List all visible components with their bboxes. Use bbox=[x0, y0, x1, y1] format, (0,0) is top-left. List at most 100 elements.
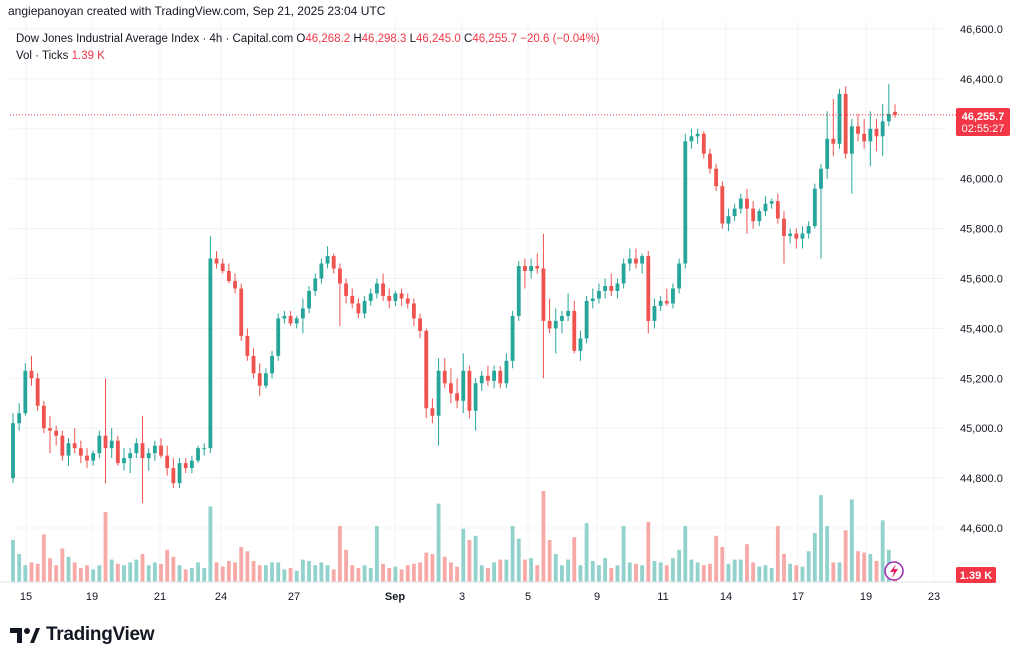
candle-body bbox=[29, 370, 34, 379]
bar-countdown: 02:55:27 bbox=[962, 123, 1005, 135]
volume-bar bbox=[695, 562, 700, 582]
candle-body bbox=[374, 283, 379, 294]
candle-body bbox=[572, 310, 577, 351]
volume-bar bbox=[683, 526, 688, 582]
candle-body bbox=[664, 300, 669, 304]
volume-bar bbox=[11, 540, 15, 582]
volume-bar bbox=[843, 530, 848, 582]
candle-body bbox=[220, 263, 225, 272]
volume-legend: Vol · Ticks 1.39 K bbox=[16, 50, 105, 62]
volume-bar bbox=[868, 554, 873, 582]
volume-bar bbox=[800, 566, 805, 582]
x-tick-label: 21 bbox=[154, 591, 166, 603]
volume-bar bbox=[48, 558, 52, 582]
volume-bar bbox=[319, 562, 324, 582]
volume-bar bbox=[726, 563, 731, 582]
candle-body bbox=[455, 393, 459, 401]
tradingview-logo-text: TradingView bbox=[46, 624, 155, 645]
candle-body bbox=[449, 383, 453, 394]
volume-label[interactable]: Vol · Ticks bbox=[16, 50, 69, 62]
candle-body bbox=[486, 375, 490, 381]
y-tick-label: 44,600.0 bbox=[960, 523, 1003, 535]
candle-body bbox=[189, 460, 194, 469]
candle-body bbox=[146, 453, 151, 459]
candle-body bbox=[214, 258, 219, 264]
last-price-tag-bg bbox=[956, 108, 1010, 136]
volume-bar bbox=[615, 565, 620, 582]
volume-bar bbox=[214, 562, 219, 582]
volume-bar bbox=[449, 562, 453, 582]
volume-bar bbox=[856, 551, 860, 582]
volume-bar bbox=[498, 559, 503, 582]
volume-bar bbox=[159, 563, 163, 582]
candle-body bbox=[251, 355, 256, 374]
candle-body bbox=[757, 211, 762, 222]
price-axis[interactable]: 46,600.046,400.046,200.046,000.045,800.0… bbox=[960, 24, 1003, 535]
volume-bar bbox=[763, 565, 768, 582]
volume-bar bbox=[140, 554, 145, 582]
volume-bar bbox=[566, 559, 571, 582]
low-label: L bbox=[409, 33, 417, 45]
candle-body bbox=[701, 133, 706, 154]
x-tick-label: 24 bbox=[215, 591, 227, 603]
volume-bar bbox=[720, 547, 725, 582]
volume-bar bbox=[486, 568, 490, 582]
candle-body bbox=[769, 201, 774, 204]
volume-bar bbox=[381, 563, 385, 582]
candle-body bbox=[492, 370, 497, 381]
candle-body bbox=[128, 453, 133, 459]
volume-bar bbox=[714, 535, 719, 582]
candle-body bbox=[597, 290, 601, 299]
candle-body bbox=[837, 93, 842, 144]
candle-body bbox=[91, 453, 96, 461]
volume-bar bbox=[399, 569, 404, 582]
volume-bar bbox=[738, 559, 743, 582]
candle-body bbox=[541, 268, 546, 321]
volume-bar bbox=[233, 562, 237, 582]
candle-body bbox=[165, 455, 170, 469]
candle-body bbox=[115, 440, 120, 464]
candle-body bbox=[48, 428, 52, 431]
volume-bar bbox=[387, 568, 392, 582]
candle-body bbox=[313, 278, 318, 291]
y-tick-label: 45,200.0 bbox=[960, 373, 1003, 385]
candle-body bbox=[72, 443, 77, 449]
volume-bar bbox=[504, 559, 509, 582]
volume-bar bbox=[220, 566, 225, 582]
volume-bar bbox=[189, 568, 194, 582]
candle-body bbox=[442, 370, 447, 384]
x-tick-label: Sep bbox=[385, 591, 405, 603]
candle-body bbox=[282, 315, 287, 319]
volume-bar bbox=[603, 558, 608, 582]
tradingview-logo[interactable]: TradingView bbox=[10, 624, 155, 646]
candle-body bbox=[683, 141, 688, 264]
time-axis[interactable]: 15 19 21 24 27 Sep 3 5 9 11 14 17 19 23 bbox=[0, 581, 1000, 603]
volume-bar bbox=[430, 554, 435, 582]
candle-body bbox=[516, 266, 521, 316]
candle-body bbox=[23, 370, 28, 414]
last-price-value: 46,255.7 bbox=[962, 111, 1005, 123]
volume-bar bbox=[825, 526, 830, 582]
candle-body bbox=[399, 293, 404, 299]
volume-bar bbox=[436, 503, 441, 582]
volume-bar bbox=[103, 512, 108, 582]
candle-body bbox=[54, 430, 59, 436]
volume-bar bbox=[146, 565, 151, 582]
volume-bar bbox=[91, 569, 96, 582]
candle-body bbox=[609, 285, 614, 291]
high-label: H bbox=[353, 33, 362, 45]
symbol-title[interactable]: Dow Jones Industrial Average Index · 4h … bbox=[16, 33, 294, 45]
volume-bar bbox=[41, 534, 46, 582]
candle-body bbox=[627, 258, 632, 264]
lightning-icon[interactable] bbox=[884, 561, 904, 581]
volume-bar bbox=[196, 562, 200, 582]
candle-body bbox=[868, 128, 873, 142]
candle-body bbox=[233, 280, 237, 289]
volume-bar bbox=[183, 569, 188, 582]
candle-body bbox=[504, 360, 509, 384]
y-tick-label: 44,800.0 bbox=[960, 473, 1003, 485]
candle-body bbox=[714, 168, 719, 187]
candle-body bbox=[578, 338, 583, 351]
candle-body bbox=[183, 463, 188, 469]
